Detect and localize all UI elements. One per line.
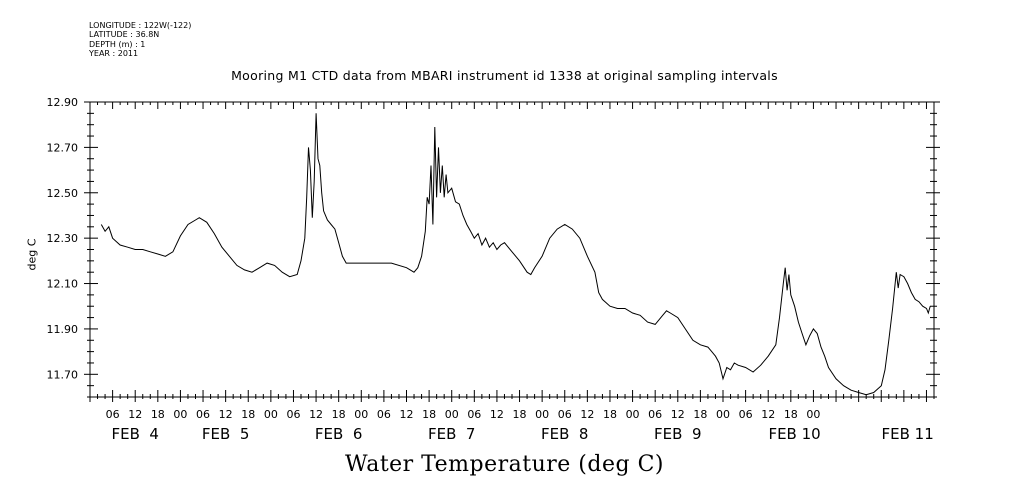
x-tick-label: 00 [626, 408, 640, 421]
y-tick-label: 12.70 [47, 141, 79, 154]
x-tick-label: 00 [354, 408, 368, 421]
x-tick-label: 06 [467, 408, 481, 421]
x-tick-label: 00 [716, 408, 730, 421]
meta-latitude: LATITUDE : 36.8N [89, 30, 160, 40]
x-tick-label: 12 [580, 408, 594, 421]
x-day-label: FEB 11 [881, 425, 933, 443]
temperature-line [100, 113, 931, 396]
x-tick-label: 00 [173, 408, 187, 421]
x-tick-label: 18 [422, 408, 436, 421]
y-tick-label: 12.90 [47, 96, 79, 109]
meta-longitude: LONGITUDE : 122W(-122) [89, 21, 192, 30]
x-tick-label: 06 [106, 408, 120, 421]
y-axis-label: deg C [25, 238, 39, 271]
y-tick-label: 11.70 [47, 368, 79, 381]
x-day-label: FEB 4 [111, 425, 158, 443]
x-tick-label: 06 [558, 408, 572, 421]
x-tick-label: 12 [128, 408, 142, 421]
x-tick-label: 06 [739, 408, 753, 421]
x-tick-label: 18 [332, 408, 346, 421]
x-tick-label: 00 [264, 408, 278, 421]
x-tick-label: 18 [603, 408, 617, 421]
x-tick-label: 00 [806, 408, 820, 421]
x-tick-label: 00 [535, 408, 549, 421]
chart-title: Mooring M1 CTD data from MBARI instrumen… [231, 68, 778, 83]
x-tick-label: 12 [490, 408, 504, 421]
x-axis-label: Water Temperature (deg C) [345, 452, 664, 477]
x-tick-label: 12 [219, 408, 233, 421]
x-day-label: FEB 10 [768, 425, 820, 443]
y-tick-label: 11.90 [47, 323, 79, 336]
x-day-label: FEB 9 [654, 425, 701, 443]
x-tick-label: 06 [196, 408, 210, 421]
x-tick-label: 18 [241, 408, 255, 421]
x-day-label: FEB 7 [428, 425, 475, 443]
y-tick-label: 12.50 [47, 187, 79, 200]
x-tick-label: 18 [693, 408, 707, 421]
x-tick-label: 06 [377, 408, 391, 421]
x-tick-label: 12 [671, 408, 685, 421]
x-day-label: FEB 5 [202, 425, 249, 443]
x-tick-label: 18 [784, 408, 798, 421]
y-tick-label: 12.30 [47, 232, 79, 245]
x-tick-label: 06 [648, 408, 662, 421]
x-tick-label: 12 [309, 408, 323, 421]
meta-depth: DEPTH (m) : 1 [89, 39, 146, 49]
plot-frame [89, 101, 935, 398]
x-tick-label: 00 [445, 408, 459, 421]
metadata-block: LONGITUDE : 122W(-122) LATITUDE : 36.8N … [89, 21, 191, 58]
x-tick-label: 06 [286, 408, 300, 421]
x-tick-label: 18 [151, 408, 165, 421]
x-day-label: FEB 8 [541, 425, 588, 443]
x-day-label: FEB 6 [315, 425, 362, 443]
x-tick-label: 12 [761, 408, 775, 421]
x-tick-label: 18 [513, 408, 527, 421]
meta-year: YEAR : 2011 [89, 48, 139, 58]
y-tick-label: 12.10 [47, 278, 79, 291]
x-tick-label: 12 [400, 408, 414, 421]
